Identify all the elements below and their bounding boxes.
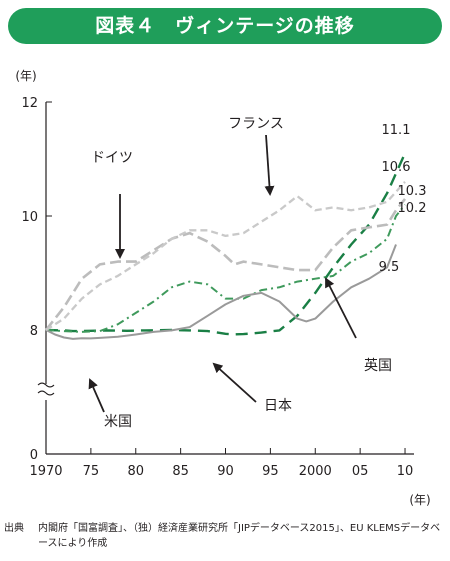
x-tick-label: 1970 bbox=[29, 464, 62, 479]
source-text: 内閣府「国富調査」、（独）経済産業研究所「JIPデータベース2015」、EU K… bbox=[38, 523, 441, 549]
x-tick-label: 80 bbox=[127, 464, 144, 479]
x-axis-unit: (年) bbox=[409, 493, 430, 507]
series-end-label: 10.6 bbox=[382, 160, 411, 175]
series-end-label: 9.5 bbox=[379, 260, 400, 275]
x-tick-label: 85 bbox=[172, 464, 189, 479]
axis-break-mark bbox=[37, 382, 55, 388]
y-tick-label: 10 bbox=[21, 210, 38, 225]
annotation-arrow bbox=[212, 362, 257, 403]
title-banner: 図表４ ヴィンテージの推移 bbox=[8, 8, 442, 44]
series-line-ドイツ bbox=[44, 198, 407, 331]
y-tick-label: 0 bbox=[30, 448, 38, 463]
series-line-米国 bbox=[45, 244, 397, 340]
axis-break-mark bbox=[37, 390, 55, 396]
y-tick-label: 8 bbox=[30, 324, 38, 339]
x-tick-label: 75 bbox=[83, 464, 100, 479]
y-axis-unit: (年) bbox=[15, 69, 36, 83]
source-label: 出典 bbox=[4, 523, 24, 534]
x-tick-label: 95 bbox=[262, 464, 279, 479]
y-tick-label: 12 bbox=[21, 96, 38, 111]
chart-axes: 0 8 10 12 (年) 1970 75 80 85 90 95 2000 05 10 (年) bbox=[15, 69, 430, 507]
annotation-label: 米国 bbox=[104, 414, 132, 430]
series-end-label: 10.2 bbox=[398, 201, 427, 216]
series-line-フランス bbox=[45, 181, 406, 331]
figure-title: 図表４ ヴィンテージの推移 bbox=[95, 15, 355, 37]
annotation-arrow bbox=[325, 277, 357, 339]
series-line-英国 bbox=[45, 203, 406, 333]
x-tick-label: 2000 bbox=[299, 464, 332, 479]
chart-annotation-arrows bbox=[88, 134, 357, 413]
x-tick-label: 05 bbox=[352, 464, 369, 479]
x-tick-label: 90 bbox=[217, 464, 234, 479]
annotation-label: ドイツ bbox=[91, 150, 133, 166]
annotation-label: フランス bbox=[228, 116, 284, 132]
annotation-label: 英国 bbox=[364, 357, 392, 374]
annotation-arrow bbox=[264, 134, 275, 196]
chart-series bbox=[44, 152, 407, 340]
annotation-arrow bbox=[88, 378, 105, 413]
series-end-label: 11.1 bbox=[382, 123, 411, 138]
series-end-label: 10.3 bbox=[398, 184, 427, 199]
x-tick-label: 10 bbox=[397, 464, 414, 479]
annotation-label: 日本 bbox=[264, 398, 292, 414]
series-line-日本 bbox=[45, 152, 407, 336]
